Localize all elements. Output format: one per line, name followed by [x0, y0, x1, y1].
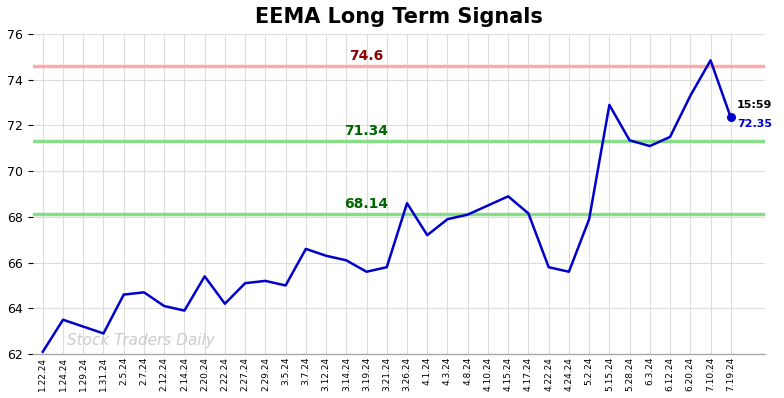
Title: EEMA Long Term Signals: EEMA Long Term Signals [255, 7, 543, 27]
Text: 72.35: 72.35 [737, 119, 772, 129]
Text: 71.34: 71.34 [344, 124, 389, 138]
Text: 15:59: 15:59 [737, 100, 772, 110]
Text: 74.6: 74.6 [350, 49, 383, 63]
Text: Stock Traders Daily: Stock Traders Daily [67, 333, 215, 348]
Point [724, 114, 737, 121]
Text: 68.14: 68.14 [344, 197, 389, 211]
